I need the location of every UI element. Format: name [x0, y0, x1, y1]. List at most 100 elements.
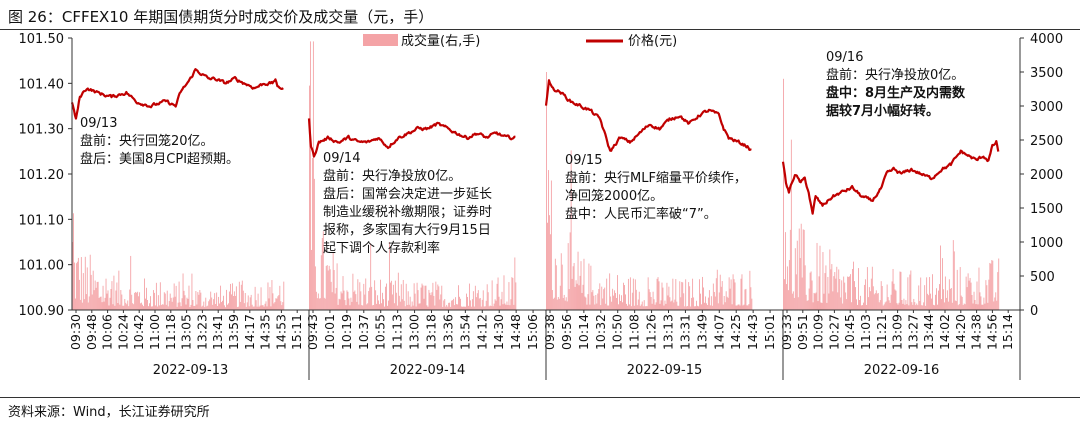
volume-bar — [655, 302, 657, 310]
volume-bar — [604, 287, 606, 310]
volume-bar — [439, 299, 441, 310]
volume-bar — [937, 304, 938, 310]
volume-bar — [156, 306, 158, 310]
volume-bar — [730, 279, 732, 310]
volume-bar — [232, 296, 234, 310]
annotation-line: 盘后：美国8月CPI超预期。 — [80, 151, 239, 167]
volume-bar — [182, 273, 184, 310]
volume-bar — [390, 280, 392, 310]
volume-bar — [945, 297, 947, 310]
volume-bar — [221, 302, 222, 310]
volume-bar — [406, 305, 408, 310]
volume-bar — [728, 277, 730, 310]
volume-bar — [587, 294, 589, 310]
volume-bar — [639, 305, 641, 310]
volume-bar — [150, 296, 151, 310]
volume-bar — [254, 286, 256, 310]
volume-bar — [695, 306, 696, 310]
volume-bar — [471, 299, 473, 310]
volume-bar — [646, 306, 648, 310]
volume-bar — [452, 300, 454, 310]
volume-bar — [926, 277, 928, 310]
volume-bar — [811, 280, 813, 310]
x-tick-label: 11:00 — [147, 314, 162, 350]
volume-bar — [838, 269, 840, 310]
volume-bar — [594, 304, 596, 310]
volume-bar — [905, 300, 907, 310]
volume-bar — [987, 302, 989, 310]
volume-bar — [977, 304, 979, 310]
volume-bar — [621, 295, 622, 310]
volume-bar — [931, 298, 933, 310]
volume-bar — [820, 302, 822, 310]
volume-bar — [228, 303, 229, 310]
x-tick-label: 14:48 — [508, 314, 523, 350]
volume-bar — [873, 294, 875, 310]
volume-bar — [249, 297, 251, 310]
volume-bar — [622, 302, 623, 310]
volume-bar — [464, 306, 465, 310]
volume-bar — [139, 292, 141, 310]
volume-bar — [807, 300, 809, 310]
volume-bar — [151, 306, 153, 310]
volume-bar — [637, 299, 639, 310]
price-line-day-3 — [544, 79, 752, 152]
volume-bar — [493, 303, 495, 310]
volume-bar — [629, 277, 631, 310]
volume-bar — [227, 304, 228, 310]
volume-bar — [105, 278, 107, 310]
volume-bar — [270, 306, 272, 310]
volume-bar — [93, 290, 95, 310]
volume-bar — [703, 287, 704, 310]
legend-volume-swatch — [363, 34, 398, 46]
volume-bar — [830, 269, 832, 310]
volume-bar — [638, 291, 640, 310]
volume-bar — [795, 274, 797, 310]
volume-bar — [127, 300, 129, 310]
volume-bar — [806, 300, 808, 310]
volume-bar — [630, 306, 632, 310]
volume-bar — [266, 306, 268, 310]
x-tick-label: 09:38 — [542, 314, 557, 350]
volume-bar — [676, 301, 678, 310]
volume-bar — [409, 296, 411, 310]
volume-bar — [161, 304, 163, 310]
volume-bar — [951, 302, 953, 310]
volume-bar — [749, 270, 751, 310]
volume-bar — [644, 306, 646, 310]
volume-bar — [257, 293, 259, 310]
volume-bar — [401, 299, 403, 310]
volume-bar — [427, 306, 429, 310]
x-tick-label: 15:11 — [289, 314, 304, 350]
volume-bar — [656, 278, 658, 310]
volume-bar — [155, 282, 157, 310]
volume-bar — [459, 296, 460, 310]
volume-bar — [277, 296, 279, 310]
volume-bar — [654, 304, 656, 310]
volume-bar — [877, 293, 879, 310]
x-tick-label: 10:06 — [100, 314, 115, 350]
volume-bar — [546, 72, 547, 310]
volume-bar — [954, 300, 956, 310]
price-line-day-4 — [781, 140, 1000, 215]
x-tick-label: 14:53 — [273, 314, 288, 350]
volume-bar — [354, 290, 356, 310]
volume-bar — [900, 271, 902, 310]
volume-bar — [230, 294, 232, 310]
volume-bar — [340, 291, 342, 310]
volume-bar — [736, 305, 738, 310]
volume-bar — [685, 279, 687, 310]
volume-bar — [993, 301, 995, 310]
x-tick-label: 09:51 — [795, 314, 810, 350]
volume-bar — [414, 293, 416, 310]
volume-bar — [440, 294, 442, 310]
volume-bar — [343, 290, 345, 310]
volume-bar — [836, 266, 838, 310]
y-left-tick-label: 101.50 — [19, 32, 65, 47]
volume-bar — [412, 305, 414, 310]
volume-bar — [345, 305, 347, 310]
volume-bar — [443, 300, 445, 310]
volume-bar — [964, 304, 966, 310]
volume-bar — [957, 305, 959, 310]
volume-bar — [565, 297, 567, 310]
